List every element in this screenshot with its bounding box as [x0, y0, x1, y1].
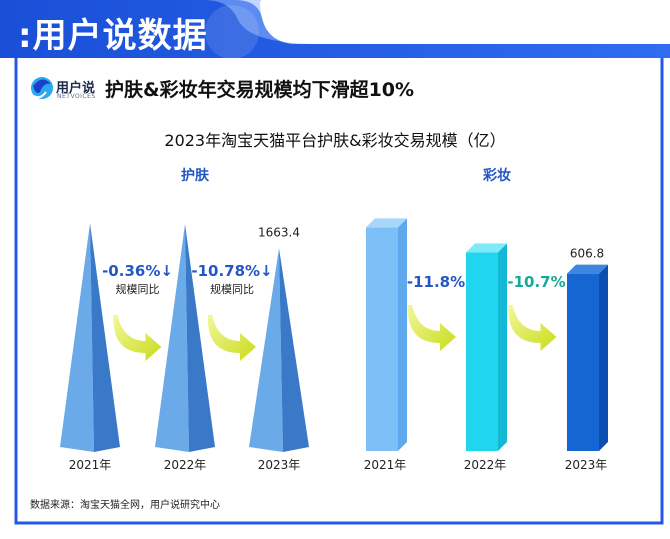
- logo-subtitle: NETVOICES: [57, 93, 96, 100]
- cone-front-left-2: [155, 224, 189, 452]
- bar-top-2: [466, 243, 507, 253]
- x-tick-label: 2023年: [565, 458, 608, 472]
- bar-top-1: [366, 218, 407, 228]
- data-label: 606.8: [570, 247, 604, 261]
- x-tick-label: 2021年: [364, 458, 407, 472]
- headline: 护肤&彩妆年交易规模均下滑超10%: [105, 79, 415, 101]
- cone-front-left-3: [249, 248, 283, 452]
- cone-front-left-1: [60, 223, 94, 452]
- bar-side-2: [498, 243, 507, 451]
- banner-title: :用户说数据: [18, 16, 208, 56]
- logo-icon: [31, 77, 53, 99]
- trend-arrow: [407, 305, 456, 351]
- bar-front-1: [366, 227, 398, 451]
- card-border: [14, 58, 664, 525]
- change-label: -11.8%: [407, 273, 465, 291]
- bar-front-2: [466, 252, 498, 451]
- skincare-chart: 2021年 2022年 2023年 1663.4 -0.36%↓ 规模同比 -10.78%↓…: [60, 223, 309, 472]
- banner-circle: [205, 5, 259, 59]
- x-tick-label: 2021年: [69, 458, 112, 472]
- bar-front-3: [567, 273, 599, 451]
- data-label: 1663.4: [258, 225, 300, 239]
- chart-title: 2023年淘宝天猫平台护肤&彩妆交易规模（亿）: [164, 131, 506, 150]
- data-source: 数据来源：淘宝天猫全网，用户说研究中心: [30, 500, 220, 511]
- change-label: -0.36%↓: [102, 262, 173, 280]
- cone-front-right-3: [279, 248, 309, 452]
- logo-label: 用户说: [56, 81, 96, 96]
- change-label: -10.78%↓: [191, 262, 272, 280]
- banner-shape: [0, 0, 670, 58]
- trend-arrow: [113, 315, 162, 361]
- makeup-chart: 2021年 2022年 2023年 606.8 -11.8% -10.7%: [364, 218, 608, 472]
- cone-front-right-1: [90, 223, 120, 452]
- cone-front-right-2: [185, 224, 215, 452]
- x-tick-label: 2022年: [464, 458, 507, 472]
- change-note: 规模同比: [116, 282, 160, 296]
- banner-wave: [204, 0, 320, 44]
- x-tick-label: 2022年: [164, 458, 207, 472]
- bar-side-3: [599, 264, 608, 451]
- trend-arrow: [207, 315, 256, 361]
- change-note: 规模同比: [210, 282, 254, 296]
- panel-title-makeup: 彩妆: [483, 168, 511, 184]
- bar-side-1: [398, 218, 407, 451]
- trend-arrow: [508, 305, 557, 351]
- bar-top-3: [567, 264, 608, 274]
- change-label: -10.7%: [507, 273, 565, 291]
- x-tick-label: 2023年: [258, 458, 301, 472]
- panel-title-skincare: 护肤: [181, 168, 209, 184]
